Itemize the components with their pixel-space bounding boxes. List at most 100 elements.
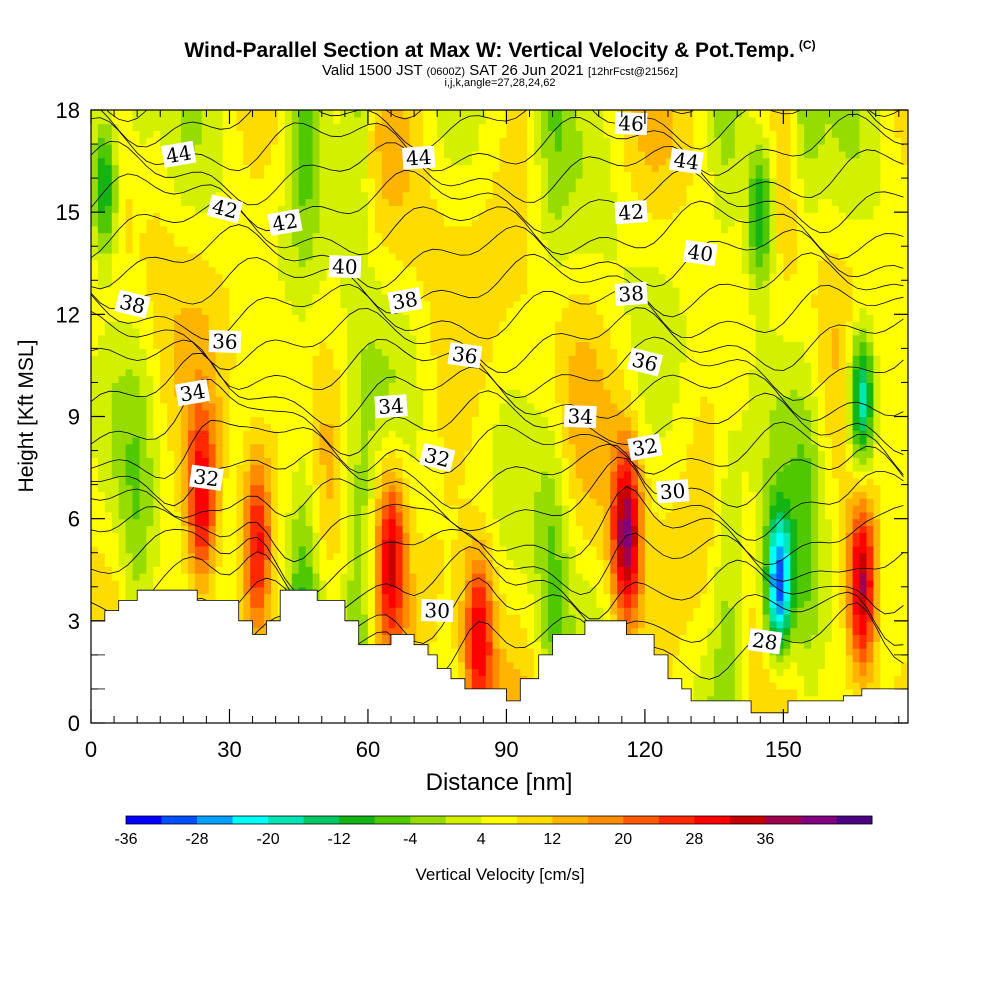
velocity-cell <box>167 273 175 281</box>
velocity-cell <box>291 402 300 411</box>
velocity-cell <box>451 178 459 186</box>
velocity-cell <box>451 654 459 663</box>
velocity-cell <box>409 171 417 179</box>
velocity-cell <box>125 219 134 227</box>
velocity-cell <box>416 362 424 370</box>
velocity-cell <box>104 157 113 166</box>
velocity-cell <box>104 191 113 200</box>
velocity-cell <box>409 409 417 418</box>
velocity-cell <box>194 307 203 315</box>
velocity-cell <box>264 116 272 125</box>
velocity-cell <box>347 477 355 486</box>
velocity-cell <box>458 300 466 309</box>
velocity-cell <box>229 409 237 418</box>
velocity-cell <box>333 178 341 186</box>
velocity-cell <box>347 443 355 452</box>
velocity-cell <box>451 477 459 486</box>
velocity-cell <box>187 402 196 411</box>
velocity-cell <box>118 184 127 193</box>
velocity-cell <box>160 191 168 200</box>
velocity-cell <box>125 123 134 131</box>
velocity-cell <box>250 144 258 152</box>
velocity-cell <box>97 430 106 438</box>
velocity-cell <box>374 110 383 118</box>
velocity-cell <box>409 627 417 635</box>
velocity-cell <box>458 205 466 213</box>
velocity-cell <box>361 266 369 275</box>
velocity-cell <box>181 123 189 131</box>
velocity-cell <box>250 545 258 554</box>
velocity-cell <box>464 246 473 254</box>
velocity-cell <box>319 232 327 240</box>
velocity-cell <box>153 273 161 281</box>
velocity-cell <box>236 477 244 486</box>
velocity-cell <box>201 219 210 227</box>
velocity-cell <box>395 321 404 329</box>
velocity-cell <box>367 402 376 411</box>
velocity-cell <box>194 334 203 343</box>
velocity-cell <box>374 552 383 561</box>
velocity-cell <box>125 253 134 261</box>
velocity-cell <box>444 300 452 309</box>
velocity-cell <box>243 464 251 472</box>
velocity-cell <box>167 348 175 356</box>
velocity-cell <box>340 362 348 370</box>
velocity-cell <box>277 287 286 295</box>
velocity-cell <box>111 423 120 431</box>
velocity-cell <box>340 171 348 179</box>
velocity-cell <box>139 416 147 424</box>
velocity-cell <box>243 375 251 383</box>
velocity-cell <box>118 341 127 349</box>
velocity-cell <box>264 443 272 452</box>
velocity-cell <box>395 607 404 615</box>
velocity-cell <box>319 471 327 479</box>
velocity-cell <box>444 130 452 138</box>
velocity-cell <box>208 110 217 118</box>
velocity-cell <box>326 430 334 438</box>
velocity-cell <box>97 368 106 377</box>
velocity-cell <box>277 402 286 411</box>
velocity-cell <box>132 545 140 554</box>
velocity-cell <box>125 491 134 499</box>
velocity-cell <box>243 471 251 479</box>
velocity-cell <box>444 232 452 240</box>
velocity-cell <box>347 416 355 424</box>
velocity-cell <box>312 423 321 431</box>
velocity-cell <box>458 287 466 295</box>
velocity-cell <box>416 416 424 424</box>
velocity-cell <box>340 457 348 465</box>
velocity-cell <box>430 198 438 206</box>
velocity-cell <box>416 614 424 622</box>
velocity-cell <box>361 307 369 315</box>
velocity-cell <box>132 559 140 567</box>
velocity-cell <box>271 293 279 302</box>
velocity-cell <box>451 580 459 588</box>
velocity-cell <box>125 573 134 581</box>
velocity-cell <box>458 648 466 656</box>
velocity-cell <box>451 648 459 656</box>
velocity-cell <box>194 355 203 363</box>
velocity-cell <box>139 130 147 138</box>
velocity-cell <box>187 409 196 418</box>
velocity-cell <box>243 396 251 404</box>
velocity-cell <box>354 525 362 533</box>
velocity-cell <box>354 532 362 540</box>
velocity-cell <box>264 498 272 506</box>
velocity-cell <box>430 321 438 329</box>
velocity-cell <box>326 178 334 186</box>
velocity-cell <box>361 212 369 220</box>
velocity-cell <box>174 409 182 418</box>
velocity-cell <box>367 321 376 329</box>
velocity-cell <box>187 375 196 383</box>
velocity-cell <box>409 191 417 200</box>
velocity-cell <box>361 559 369 567</box>
velocity-cell <box>291 573 300 581</box>
velocity-cell <box>430 144 438 152</box>
velocity-cell <box>139 382 147 390</box>
velocity-cell <box>97 566 106 574</box>
velocity-cell <box>312 532 321 540</box>
velocity-cell <box>340 300 348 309</box>
velocity-cell <box>367 430 376 438</box>
velocity-cell <box>298 287 307 295</box>
velocity-cell <box>319 484 327 492</box>
